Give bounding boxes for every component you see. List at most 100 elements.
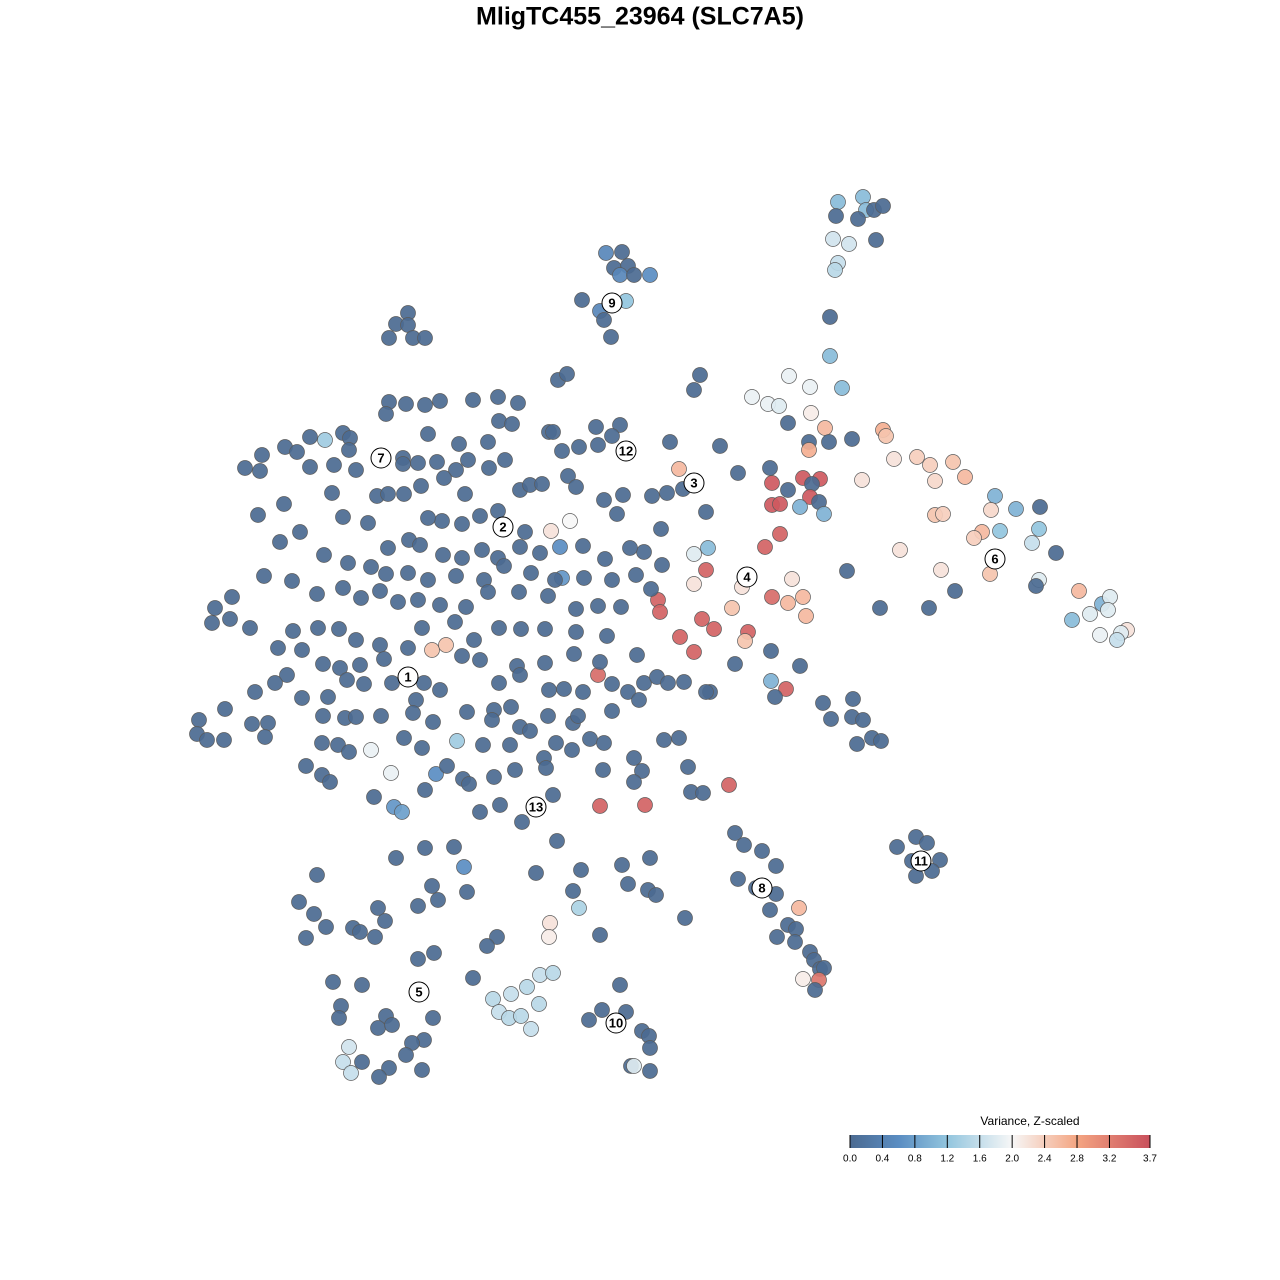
point <box>872 600 888 616</box>
point <box>279 667 295 683</box>
point <box>317 432 333 448</box>
cluster-label: 1 <box>404 669 411 684</box>
point <box>764 589 780 605</box>
point <box>737 633 753 649</box>
point <box>285 623 301 639</box>
point <box>432 393 448 409</box>
point <box>762 902 778 918</box>
point <box>353 590 369 606</box>
point <box>383 765 399 781</box>
point <box>878 428 894 444</box>
point <box>502 737 518 753</box>
point <box>417 782 433 798</box>
point <box>542 915 558 931</box>
point <box>604 428 620 444</box>
point <box>522 723 538 739</box>
point <box>378 406 394 422</box>
point <box>604 703 620 719</box>
point <box>454 648 470 664</box>
point <box>491 620 507 636</box>
point <box>886 451 902 467</box>
point <box>822 348 838 364</box>
point <box>570 708 586 724</box>
point <box>792 499 808 515</box>
point <box>315 656 331 672</box>
cluster-label: 12 <box>619 443 633 458</box>
cluster-label-bg <box>984 548 1006 570</box>
point <box>757 539 773 555</box>
point <box>472 652 488 668</box>
point <box>416 675 432 691</box>
point <box>764 475 780 491</box>
point <box>237 460 253 476</box>
point <box>656 732 672 748</box>
point <box>284 573 300 589</box>
point <box>780 482 796 498</box>
point <box>322 774 338 790</box>
point <box>414 740 430 756</box>
point <box>435 547 451 563</box>
point <box>410 898 426 914</box>
point <box>254 447 270 463</box>
point <box>549 833 565 849</box>
point <box>792 658 808 674</box>
point <box>1032 499 1048 515</box>
point <box>485 991 501 1007</box>
point <box>377 913 393 929</box>
point <box>642 1040 658 1056</box>
point <box>446 839 462 855</box>
point <box>780 595 796 611</box>
point <box>620 876 636 892</box>
cluster-label: 9 <box>608 295 615 310</box>
point <box>957 469 973 485</box>
point <box>660 675 676 691</box>
point <box>830 194 846 210</box>
point <box>588 419 604 435</box>
point <box>648 887 664 903</box>
point <box>315 708 331 724</box>
point <box>672 629 688 645</box>
point <box>252 463 268 479</box>
point <box>791 900 807 916</box>
point <box>352 924 368 940</box>
point <box>850 211 866 227</box>
point <box>827 262 843 278</box>
point <box>571 439 587 455</box>
point <box>547 572 563 588</box>
point <box>768 858 784 874</box>
point <box>815 695 831 711</box>
point <box>686 382 702 398</box>
point <box>762 460 778 476</box>
point <box>642 1063 658 1079</box>
point <box>486 769 502 785</box>
point <box>309 586 325 602</box>
point <box>480 434 496 450</box>
point <box>1024 535 1040 551</box>
point <box>492 797 508 813</box>
point <box>363 559 379 575</box>
point <box>425 1010 441 1026</box>
point <box>292 524 308 540</box>
point <box>309 867 325 883</box>
colorbar-tick-label: 2.8 <box>1070 1154 1084 1165</box>
point <box>1092 627 1108 643</box>
point <box>575 684 591 700</box>
point <box>507 762 523 778</box>
point <box>448 568 464 584</box>
point <box>596 312 612 328</box>
point <box>517 524 533 540</box>
point <box>528 865 544 881</box>
point <box>592 927 608 943</box>
point <box>540 588 556 604</box>
point <box>454 516 470 532</box>
point <box>652 604 668 620</box>
point <box>513 621 529 637</box>
point <box>513 1008 529 1024</box>
point <box>694 611 710 627</box>
point <box>489 929 505 945</box>
point <box>217 701 233 717</box>
point <box>769 929 785 945</box>
point <box>767 689 783 705</box>
point <box>472 804 488 820</box>
